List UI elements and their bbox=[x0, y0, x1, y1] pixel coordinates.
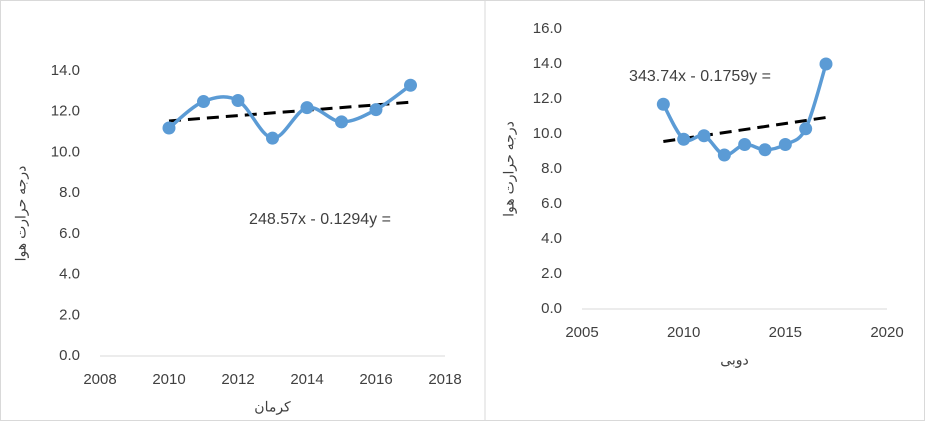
point bbox=[300, 101, 314, 115]
point bbox=[819, 57, 833, 71]
y-tick-label: 4.0 bbox=[59, 266, 80, 283]
x-tick-label: 2005 bbox=[565, 324, 598, 341]
x-tick-label: 2012 bbox=[221, 371, 254, 388]
point bbox=[231, 94, 245, 108]
x-axis-title: كرمان bbox=[254, 399, 291, 416]
x-tick-label: 2015 bbox=[769, 324, 802, 341]
x-tick-label: 2016 bbox=[359, 371, 392, 388]
point bbox=[197, 95, 210, 109]
y-axis-title: درجه حرارت هوا bbox=[501, 121, 518, 217]
trendline bbox=[168, 100, 411, 123]
y-tick-label: 6.0 bbox=[541, 195, 562, 212]
y-axis-title: درجه حرارت هوا bbox=[13, 166, 30, 262]
y-tick-label: 0.0 bbox=[59, 347, 80, 364]
x-tick-label: 2014 bbox=[290, 371, 323, 388]
y-tick-label: 0.0 bbox=[541, 300, 562, 317]
y-tick-label: 14.0 bbox=[533, 55, 562, 72]
y-tick-label: 10.0 bbox=[533, 125, 562, 142]
point bbox=[717, 148, 731, 162]
point bbox=[335, 115, 348, 129]
y-tick-label: 8.0 bbox=[59, 184, 80, 201]
trendline bbox=[663, 116, 827, 144]
y-tick-label: 6.0 bbox=[59, 225, 80, 242]
y-tick-label: 8.0 bbox=[541, 160, 562, 177]
y-tick-label: 4.0 bbox=[541, 230, 562, 247]
y-tick-label: 16.0 bbox=[533, 20, 562, 37]
x-tick-label: 2010 bbox=[152, 371, 185, 388]
y-tick-label: 12.0 bbox=[51, 103, 80, 120]
y-tick-label: 14.0 bbox=[51, 62, 80, 79]
trendline-equation: 248.57x - 0.1294y = bbox=[249, 211, 391, 228]
y-tick-label: 10.0 bbox=[51, 143, 80, 160]
trendline-equation: 343.74x - 0.1759y = bbox=[629, 68, 771, 85]
point bbox=[799, 122, 813, 136]
point bbox=[656, 97, 670, 111]
y-tick-label: 12.0 bbox=[533, 90, 562, 107]
point bbox=[677, 132, 691, 146]
point bbox=[778, 138, 792, 151]
x-tick-label: 2020 bbox=[870, 324, 903, 341]
point bbox=[266, 131, 279, 145]
x-tick-label: 2008 bbox=[83, 371, 116, 388]
point bbox=[162, 121, 176, 135]
y-tick-label: 2.0 bbox=[541, 265, 562, 282]
point bbox=[404, 78, 417, 92]
y-tick-label: 2.0 bbox=[59, 306, 80, 323]
x-axis-title: دوبی bbox=[720, 352, 749, 369]
point bbox=[369, 103, 383, 117]
point bbox=[758, 143, 772, 157]
x-tick-label: 2018 bbox=[428, 371, 461, 388]
point bbox=[738, 138, 752, 151]
x-tick-label: 2010 bbox=[667, 324, 700, 341]
point bbox=[697, 129, 711, 143]
